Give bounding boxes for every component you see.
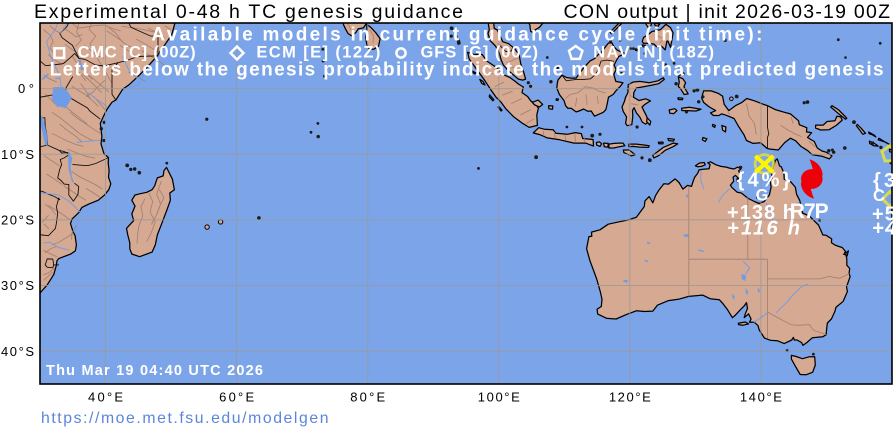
svg-text:+48 h: +48 h: [872, 218, 894, 240]
svg-text:140°E: 140°E: [740, 390, 782, 405]
svg-text:+116 h: +116 h: [727, 218, 800, 240]
svg-text:40°S: 40°S: [1, 344, 34, 359]
svg-text:G: G: [756, 187, 769, 205]
svg-text:Available models in current gu: Available models in current guidance cyc…: [151, 25, 762, 46]
svg-text:10°S: 10°S: [1, 147, 34, 162]
svg-text:NAV [N] (18Z): NAV [N] (18Z): [593, 44, 714, 62]
svg-text:CMC [C] (00Z): CMC [C] (00Z): [78, 44, 196, 62]
svg-text:https://moe.met.fsu.edu/modelg: https://moe.met.fsu.edu/modelgen: [41, 410, 329, 427]
svg-text:Thu Mar 19 04:40 UTC 2026: Thu Mar 19 04:40 UTC 2026: [46, 363, 263, 379]
svg-text:{4%}: {4%}: [737, 170, 791, 192]
svg-text:R7P: R7P: [790, 200, 829, 223]
svg-text:120°E: 120°E: [609, 390, 651, 405]
svg-text:CON output | init 2026-03-19 0: CON output | init 2026-03-19 00Z: [564, 1, 891, 23]
svg-text:Experimental 0-48 h TC genesis: Experimental 0-48 h TC genesis guidance: [34, 1, 463, 23]
svg-text:{3%}: {3%}: [873, 170, 894, 192]
svg-text:30°S: 30°S: [1, 278, 34, 293]
svg-text:GFS [G] (00Z): GFS [G] (00Z): [421, 44, 539, 62]
svg-text:100°E: 100°E: [478, 390, 520, 405]
svg-text:C: C: [873, 187, 885, 205]
svg-text:+54 h: +54 h: [872, 204, 894, 226]
svg-text:Letters below the genesis prob: Letters below the genesis probability in…: [50, 59, 884, 80]
svg-text:ECM [E] (12Z): ECM [E] (12Z): [256, 44, 380, 62]
svg-text:+138 h: +138 h: [727, 202, 795, 224]
svg-text:0°: 0°: [18, 81, 34, 96]
svg-text:80°E: 80°E: [350, 390, 385, 405]
svg-text:20°S: 20°S: [1, 213, 34, 228]
svg-text:60°E: 60°E: [219, 390, 254, 405]
svg-text:40°E: 40°E: [88, 390, 123, 405]
